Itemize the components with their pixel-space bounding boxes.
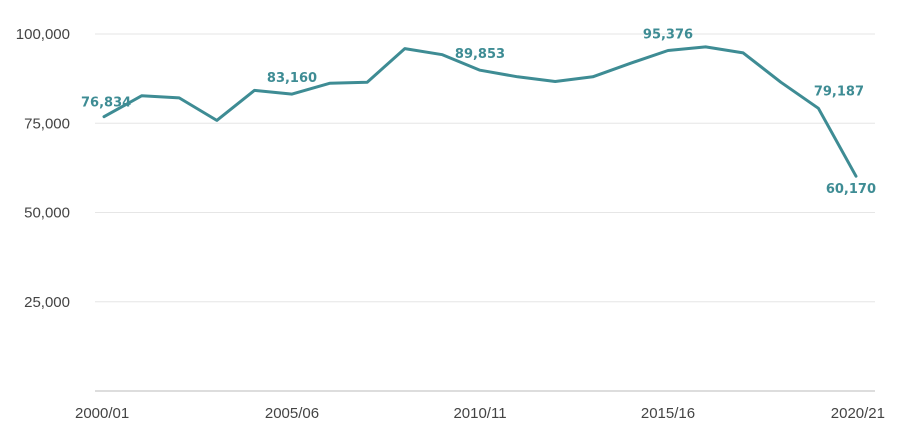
data-label: 60,170 [826,182,876,197]
series-line [102,45,858,178]
x-tick-label: 2005/06 [265,405,319,422]
data-label: 89,853 [455,47,505,62]
x-tick-label: 2010/11 [453,405,506,422]
x-axis-tick-labels: 2000/01 2005/06 2010/11 2015/16 2020/21 [75,405,885,422]
x-tick-label: 2000/01 [75,405,129,422]
data-label: 95,376 [643,28,693,43]
y-axis-tick-labels: 25,000 50,000 75,000 100,000 [16,26,70,311]
data-label: 79,187 [814,84,864,99]
y-tick-label: 25,000 [24,294,70,311]
y-tick-label: 50,000 [24,205,70,222]
x-tick-label: 2020/21 [831,405,885,422]
x-tick-label: 2015/16 [641,405,695,422]
data-label: 83,160 [267,71,317,86]
data-label: 76,834 [81,96,131,111]
y-tick-label: 75,000 [24,115,70,132]
gridlines [95,33,875,303]
data-labels: 76,834 83,160 89,853 95,376 79,187 60,170 [81,28,876,198]
y-tick-label: 100,000 [16,26,70,43]
